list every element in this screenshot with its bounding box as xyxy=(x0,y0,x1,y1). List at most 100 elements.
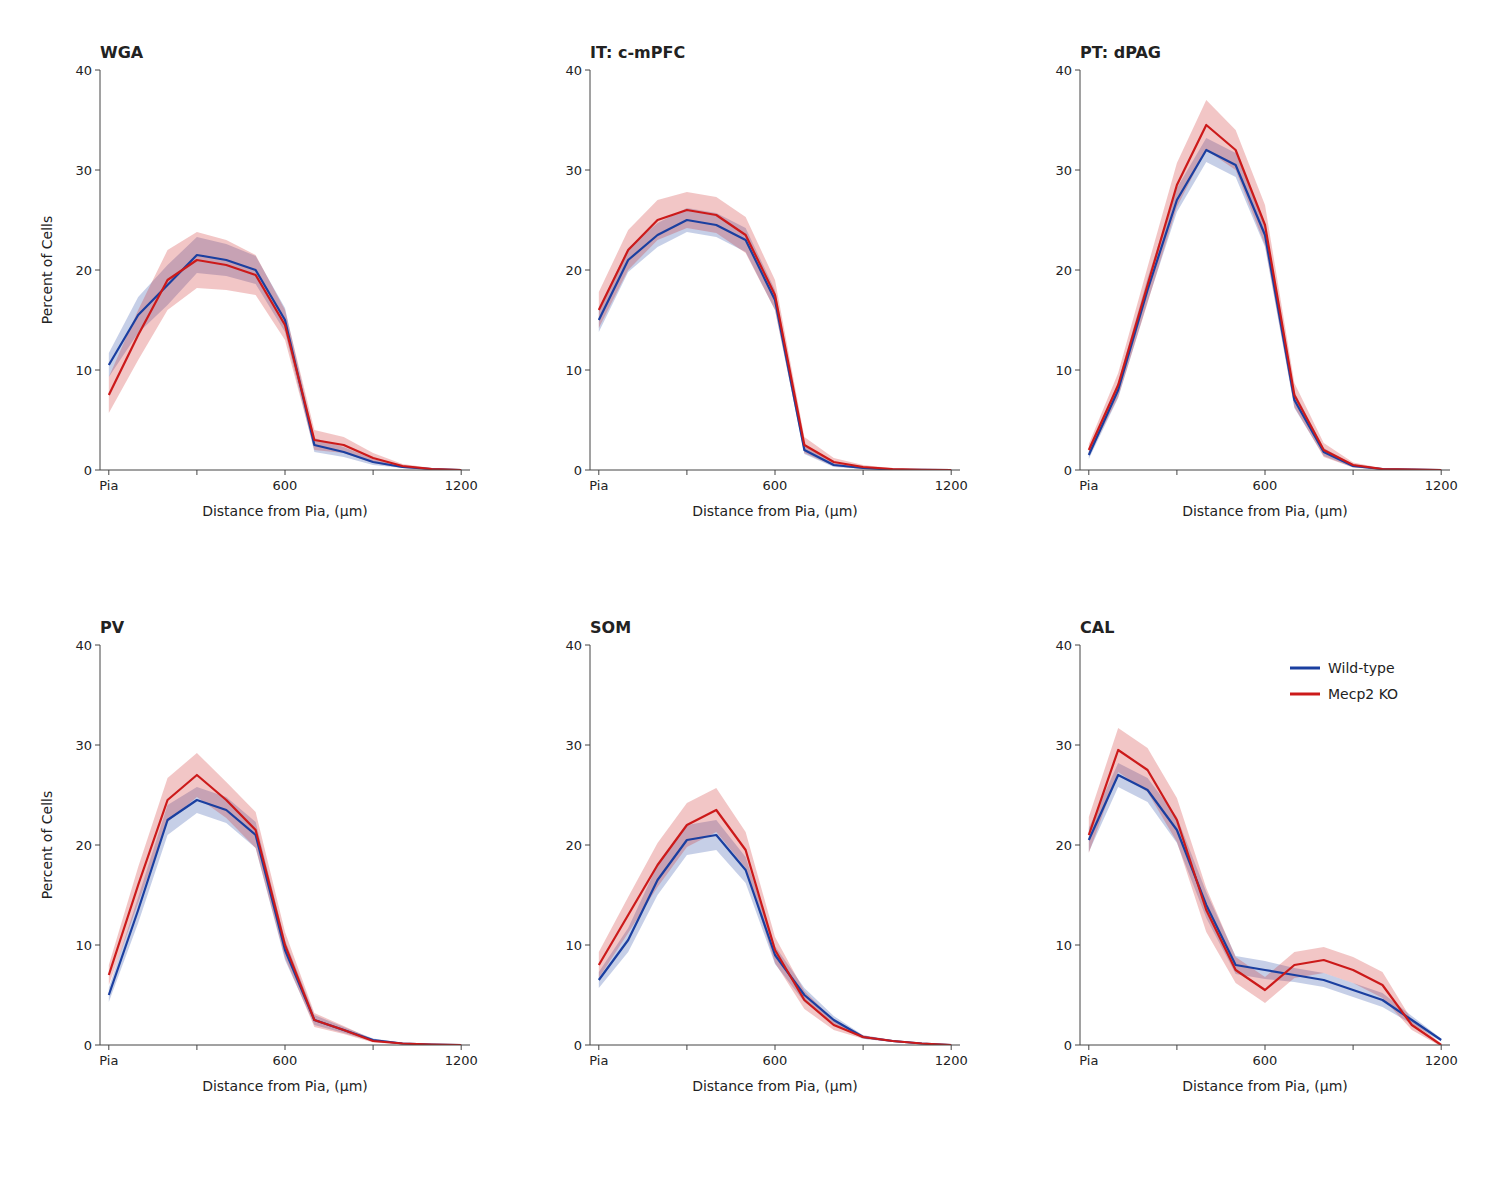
x-tick-label: 600 xyxy=(273,1053,298,1068)
mean-line xyxy=(1089,125,1441,470)
x-tick-label: Pia xyxy=(99,1053,118,1068)
sem-band xyxy=(1089,100,1441,470)
x-tick xyxy=(285,1045,286,1050)
y-tick-label: 10 xyxy=(1055,363,1072,378)
x-tick xyxy=(1353,470,1354,475)
y-tick xyxy=(585,945,590,946)
y-tick-label: 20 xyxy=(75,838,92,853)
y-tick-label: 20 xyxy=(1055,838,1072,853)
y-tick-label: 10 xyxy=(565,938,582,953)
mean-line xyxy=(599,810,951,1045)
x-tick xyxy=(686,470,687,475)
sem-band xyxy=(599,208,951,470)
x-tick xyxy=(461,1045,462,1050)
legend-label: Mecp2 KO xyxy=(1328,686,1398,702)
y-tick-label: 20 xyxy=(1055,263,1072,278)
panel: CAL010203040Pia6001200Distance from Pia,… xyxy=(1055,618,1457,1094)
chart-title: PV xyxy=(100,618,125,637)
x-tick xyxy=(775,1045,776,1050)
mean-line xyxy=(109,800,461,1045)
y-tick-label: 10 xyxy=(565,363,582,378)
mean-line xyxy=(599,210,951,470)
x-tick-label: 1200 xyxy=(1425,1053,1458,1068)
y-tick xyxy=(585,645,590,646)
x-tick-label: 600 xyxy=(1253,478,1278,493)
x-tick xyxy=(863,1045,864,1050)
y-tick xyxy=(95,170,100,171)
y-tick-label: 30 xyxy=(565,163,582,178)
y-tick-label: 0 xyxy=(84,463,92,478)
x-tick xyxy=(863,470,864,475)
background xyxy=(0,0,1500,1202)
y-tick xyxy=(95,745,100,746)
x-tick xyxy=(686,1045,687,1050)
x-tick xyxy=(196,1045,197,1050)
x-tick xyxy=(951,1045,952,1050)
sem-band xyxy=(109,232,461,470)
x-tick-label: Pia xyxy=(589,1053,608,1068)
plot-area xyxy=(599,788,951,1045)
y-tick-label: 0 xyxy=(1064,463,1072,478)
plot-area xyxy=(109,753,461,1045)
y-tick xyxy=(585,745,590,746)
x-tick xyxy=(598,470,599,475)
y-tick-label: 20 xyxy=(75,263,92,278)
x-tick xyxy=(1265,470,1266,475)
y-tick xyxy=(585,70,590,71)
y-tick xyxy=(1075,470,1080,471)
sem-band xyxy=(109,753,461,1045)
x-tick-label: 1200 xyxy=(1425,478,1458,493)
x-tick xyxy=(196,470,197,475)
x-tick-label: Pia xyxy=(1079,1053,1098,1068)
panel: PV010203040Pia6001200Distance from Pia, … xyxy=(39,618,478,1094)
sem-band xyxy=(599,788,951,1045)
y-tick-label: 40 xyxy=(1055,638,1072,653)
x-axis-label: Distance from Pia, (μm) xyxy=(202,503,368,519)
y-tick xyxy=(1075,745,1080,746)
x-tick-label: 600 xyxy=(1253,1053,1278,1068)
y-tick xyxy=(95,645,100,646)
x-tick xyxy=(1441,470,1442,475)
x-tick-label: 1200 xyxy=(935,478,968,493)
x-tick-label: 1200 xyxy=(445,1053,478,1068)
mean-line xyxy=(1089,775,1441,1040)
x-tick xyxy=(373,470,374,475)
chart-title: IT: c-mPFC xyxy=(590,43,685,62)
y-tick-label: 0 xyxy=(84,1038,92,1053)
y-tick xyxy=(585,370,590,371)
y-tick xyxy=(1075,845,1080,846)
y-tick xyxy=(95,70,100,71)
x-tick xyxy=(1265,1045,1266,1050)
x-tick-label: 600 xyxy=(763,1053,788,1068)
sem-band xyxy=(599,820,951,1045)
panel: SOM010203040Pia6001200Distance from Pia,… xyxy=(565,618,967,1094)
chart-title: WGA xyxy=(100,43,144,62)
y-axis-label: Percent of Cells xyxy=(39,791,55,900)
y-tick-label: 40 xyxy=(565,63,582,78)
y-tick-label: 40 xyxy=(565,638,582,653)
plot-area xyxy=(1089,100,1441,470)
y-tick xyxy=(585,1045,590,1046)
x-tick xyxy=(1441,1045,1442,1050)
y-tick-label: 40 xyxy=(75,63,92,78)
y-tick-label: 20 xyxy=(565,838,582,853)
x-tick xyxy=(1176,470,1177,475)
mean-line xyxy=(599,835,951,1045)
sem-band xyxy=(1089,728,1441,1045)
x-tick xyxy=(1176,1045,1177,1050)
x-axis-label: Distance from Pia, (μm) xyxy=(1182,1078,1348,1094)
x-tick-label: Pia xyxy=(99,478,118,493)
y-tick xyxy=(585,270,590,271)
y-tick-label: 30 xyxy=(1055,163,1072,178)
mean-line xyxy=(1089,150,1441,470)
y-tick xyxy=(1075,1045,1080,1046)
x-tick-label: 600 xyxy=(273,478,298,493)
x-tick xyxy=(1088,470,1089,475)
y-tick xyxy=(95,845,100,846)
y-tick-label: 0 xyxy=(574,1038,582,1053)
legend: Wild-typeMecp2 KO xyxy=(1290,660,1398,702)
mean-line xyxy=(1089,750,1441,1045)
plot-area xyxy=(599,192,951,470)
x-tick-label: 1200 xyxy=(935,1053,968,1068)
y-tick-label: 10 xyxy=(1055,938,1072,953)
